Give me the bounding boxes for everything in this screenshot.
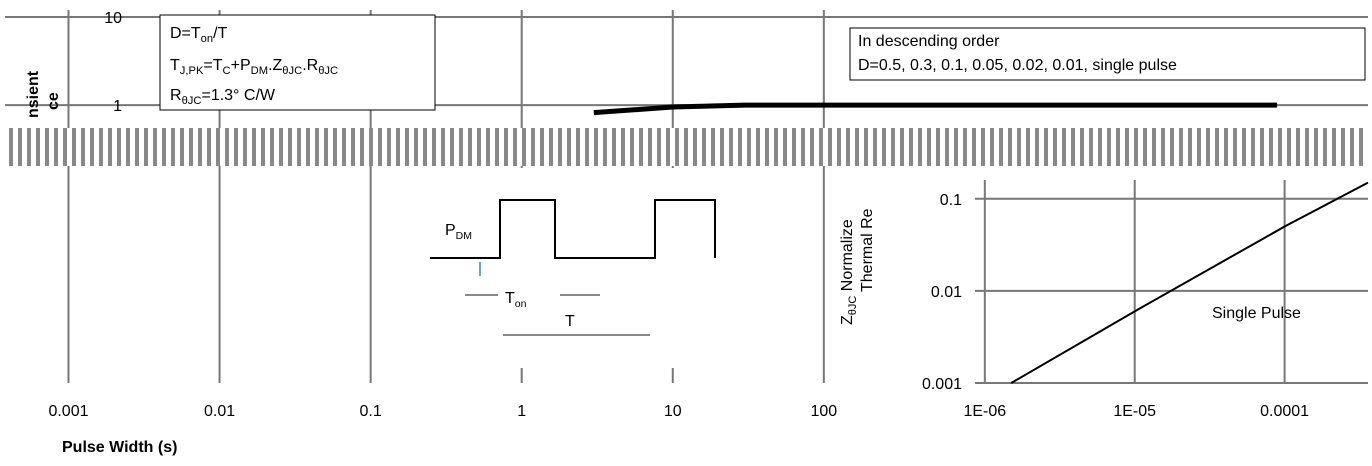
text-run: T (565, 313, 575, 330)
text-run: =1.3° C/W (201, 87, 275, 104)
text-run: DM (251, 65, 268, 77)
x-tick-label: 1 (517, 403, 526, 420)
text-run: D=0.5, 0.3, 0.1, 0.05, 0.02, 0.01, singl… (858, 57, 1177, 74)
text-run: DM (456, 230, 472, 242)
x-tick-label: 0.001 (48, 403, 88, 420)
text-run: C (223, 65, 231, 77)
data-line (593, 102, 1278, 116)
text-run: θJC (318, 65, 338, 77)
y-tick-label: 0.001 (922, 376, 962, 393)
text-run: J,PK (180, 65, 204, 77)
note-box (159, 14, 436, 111)
y-axis-label: nsient (25, 70, 42, 118)
y-axis-label: ZθJC Normalize (839, 219, 859, 325)
x-tick-label: 0.01 (204, 403, 235, 420)
x-tick-label: 0.1 (359, 403, 381, 420)
note-line: D=Ton/T (170, 25, 228, 45)
text-run: on (515, 298, 527, 310)
text-run: θJC (182, 95, 202, 107)
pulse-box (410, 168, 805, 368)
x-tick-label: 10 (664, 403, 682, 420)
glitch-band (5, 128, 1368, 166)
text-run: θJC (847, 296, 859, 316)
x-axis-label: Pulse Width (s) (62, 439, 177, 456)
y-tick-label: 1 (113, 98, 122, 115)
text-run: T (505, 290, 515, 307)
pulse-label: PDM (445, 222, 472, 242)
text-run: D=T (170, 25, 201, 42)
text-run: P (445, 222, 456, 239)
y-axis-label: Thermal Re (859, 208, 876, 292)
pulse-label: T (565, 313, 575, 330)
text-run: .Z (268, 57, 282, 74)
text-run: on (201, 33, 213, 45)
text-run: Normalize (839, 219, 856, 296)
text-run: +P (231, 57, 251, 74)
note-line: D=0.5, 0.3, 0.1, 0.05, 0.02, 0.01, singl… (858, 57, 1177, 74)
text-run: =T (203, 57, 222, 74)
note-line: In descending order (858, 33, 1000, 50)
text-run: T (170, 57, 180, 74)
text-run: R (170, 87, 182, 104)
x-tick-label: 100 (810, 403, 837, 420)
y-tick-label: 10 (104, 10, 122, 27)
note-line: TJ,PK=TC+PDM.ZθJC.RθJC (170, 57, 338, 77)
y-axis-label: ce (45, 92, 62, 110)
data-line (1010, 181, 1369, 384)
y-tick-label: 0.01 (931, 284, 962, 301)
note-line: RθJC=1.3° C/W (170, 87, 276, 107)
text-run: .R (302, 57, 318, 74)
pulse-diagram (430, 199, 716, 336)
text-run: In descending order (858, 33, 1000, 50)
text-run: θJC (282, 65, 302, 77)
x-tick-label: 0.0001 (1260, 403, 1309, 420)
annotation: Single Pulse (1212, 305, 1301, 322)
x-tick-label: 1E-05 (1113, 403, 1156, 420)
note-box (849, 27, 1366, 81)
pulse-label: Ton (505, 290, 527, 310)
plot-area (975, 180, 1368, 383)
y-tick-label: 0.1 (940, 192, 962, 209)
x-tick-label: 1E-06 (963, 403, 1006, 420)
text-run: Z (839, 315, 856, 325)
text-run: /T (213, 25, 227, 42)
